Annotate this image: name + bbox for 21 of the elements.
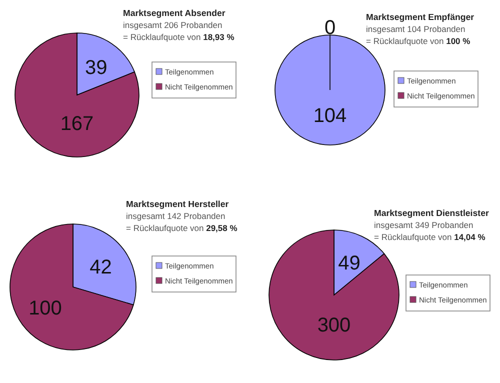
data-label: 49 xyxy=(338,252,360,275)
chart-title: Marktsegment Dienstleister xyxy=(374,208,490,218)
chart-title: Marktsegment Absender xyxy=(123,8,226,18)
text: 0 xyxy=(324,17,336,39)
chart-title: Marktsegment Hersteller xyxy=(126,199,230,209)
text: = Rücklaufquote von 18,93 % xyxy=(123,32,235,42)
data-label: 100 xyxy=(28,298,62,320)
data-label: 39 xyxy=(84,56,108,79)
chart-title: Marktsegment Empfänger xyxy=(366,12,475,22)
text: = Rücklaufquote von 100 % xyxy=(366,36,471,46)
data-label: 104 xyxy=(313,104,347,127)
data-label: 42 xyxy=(90,256,112,278)
chart-subtitle: insgesamt 104 Probanden xyxy=(366,24,466,34)
data-label: 167 xyxy=(60,112,94,135)
pie-slice xyxy=(10,224,134,350)
chart-subtitle: insgesamt 142 Probanden xyxy=(126,211,226,221)
chart-subtitle: insgesamt 206 Probanden xyxy=(123,20,223,30)
chart-subtitle: insgesamt 349 Probanden xyxy=(374,220,474,230)
data-label: 300 xyxy=(317,314,351,336)
text: = Rücklaufquote von 29,58 % xyxy=(126,223,238,233)
text: = Rücklaufquote von 14,04 % xyxy=(374,232,486,242)
